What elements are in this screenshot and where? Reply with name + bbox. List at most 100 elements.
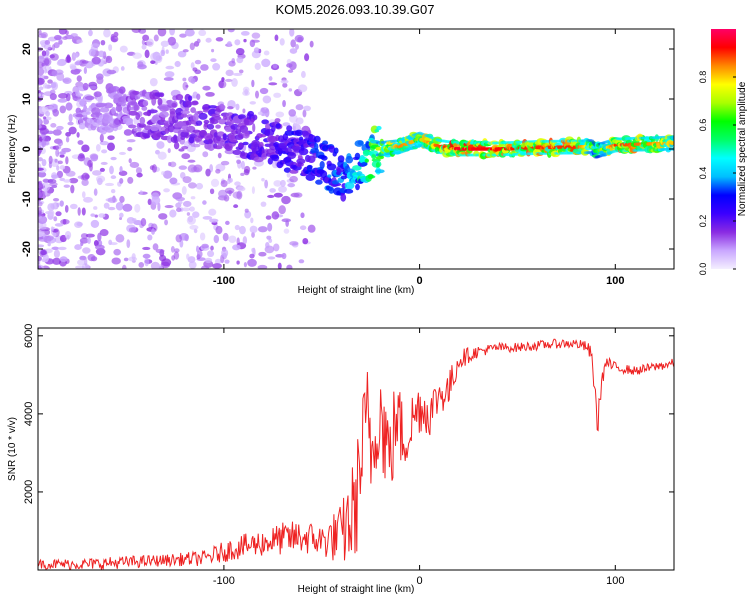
spectrogram-noise-cell — [227, 29, 235, 33]
spectrogram-noise-cell — [81, 191, 86, 199]
spectrogram-noise-cell — [280, 179, 286, 187]
spectrogram-noise-cell — [218, 189, 228, 198]
colorbar-tick-label: 0.6 — [698, 119, 708, 132]
spectrogram-noise-cell — [93, 188, 98, 196]
spectrogram-noise-cell — [225, 69, 234, 77]
spectrogram-ridge-cell — [203, 119, 210, 124]
spectrogram-noise-cell — [258, 251, 267, 257]
spectrogram-noise-cell — [196, 93, 201, 100]
spectrogram-noise-cell — [57, 98, 68, 103]
spectrogram-noise-cell — [181, 153, 191, 160]
spectrogram-noise-cell — [81, 207, 86, 216]
spectrogram-noise-cell — [95, 248, 106, 256]
spectrogram-noise-cell — [236, 186, 246, 192]
spectrogram-noise-cell — [59, 200, 64, 207]
spectrogram-noise-cell — [205, 91, 215, 97]
spectrogram-x-tick-label: 100 — [606, 275, 624, 287]
spectrogram-noise-cell — [218, 80, 227, 89]
spectrogram-noise-cell — [41, 50, 47, 57]
spectrogram-noise-cell — [236, 56, 244, 64]
spectrogram-noise-cell — [103, 202, 110, 209]
spectrogram-noise-cell — [179, 33, 187, 38]
spectrogram-noise-cell — [190, 62, 195, 69]
spectrogram-noise-cell — [302, 238, 309, 245]
spectrogram-noise-cell — [59, 256, 68, 263]
spectrogram-y-tick-label: 0 — [21, 146, 33, 152]
spectrogram-noise-cell — [128, 158, 132, 164]
spectrogram-noise-cell — [38, 157, 43, 162]
spectrogram-core-cell — [671, 141, 674, 145]
spectrogram-noise-cell — [80, 241, 84, 247]
spectrogram-noise-cell — [56, 202, 60, 208]
spectrogram-noise-cell — [247, 258, 257, 267]
spectrogram-noise-cell — [38, 167, 44, 171]
spectrogram-ridge-cell — [159, 111, 169, 118]
spectrogram-noise-cell — [85, 233, 95, 238]
spectrogram-noise-cell — [133, 104, 140, 111]
spectrogram-noise-cell — [38, 201, 43, 207]
spectrogram-noise-cell — [209, 188, 215, 195]
spectrogram-noise-cell — [141, 106, 148, 111]
spectrogram-noise-cell — [288, 88, 293, 92]
spectrogram-noise-cell — [190, 107, 197, 114]
spectrogram-noise-cell — [242, 236, 248, 245]
spectrogram-noise-cell — [199, 232, 206, 241]
spectrogram-noise-cell — [279, 38, 285, 46]
spectrogram-noise-cell — [274, 34, 279, 42]
spectrogram-noise-cell — [138, 191, 148, 195]
spectrogram-ridge-cell — [180, 113, 188, 118]
spectrogram-noise-cell — [187, 164, 197, 173]
spectrogram-ridge-cell — [229, 138, 238, 143]
spectrogram-noise-cell — [190, 78, 196, 84]
spectrogram-noise-cell — [107, 135, 115, 141]
spectrogram-ridge-cell — [275, 123, 281, 129]
spectrogram-ridge-cell — [157, 97, 163, 106]
spectrogram-noise-cell — [212, 63, 221, 71]
spectrogram-noise-cell — [95, 143, 101, 152]
spectrogram-ridge-cell — [184, 100, 192, 108]
spectrogram-noise-cell — [74, 221, 83, 228]
spectrogram-noise-cell — [282, 99, 286, 108]
spectrogram-noise-cell — [269, 188, 276, 193]
snr-background — [38, 328, 674, 570]
spectrogram-noise-cell — [190, 196, 196, 200]
spectrogram-noise-cell — [240, 31, 250, 36]
snr-y-label: SNR (10 * v/v) — [7, 417, 18, 481]
spectrogram-ridge-cell — [209, 119, 219, 125]
spectrogram-noise-cell — [38, 231, 44, 238]
spectrogram-noise-cell — [59, 165, 66, 170]
spectrogram-noise-cell — [50, 123, 57, 128]
spectrogram-noise-cell — [123, 257, 129, 262]
spectrogram-noise-cell — [299, 225, 307, 231]
spectrogram-noise-cell — [144, 49, 150, 59]
spectrogram-noise-cell — [88, 48, 96, 57]
spectrogram-noise-cell — [73, 52, 79, 59]
spectrogram-noise-cell — [146, 38, 154, 47]
spectrogram-noise-cell — [51, 246, 59, 250]
spectrogram-ridge-cell — [218, 118, 227, 125]
spectrogram-noise-cell — [109, 165, 114, 175]
spectrogram-noise-cell — [202, 151, 209, 158]
spectrogram-noise-cell — [59, 234, 67, 243]
spectrogram-noise-cell — [222, 232, 229, 242]
spectrogram-noise-cell — [98, 213, 106, 218]
spectrogram-ridge-cell — [314, 143, 319, 151]
spectrogram-noise-cell — [213, 234, 220, 244]
spectrogram-noise-cell — [65, 30, 69, 36]
spectrogram-ridge-cell — [319, 161, 325, 169]
spectrogram-ridge-cell — [322, 140, 329, 146]
spectrogram-noise-cell — [136, 172, 143, 178]
spectrogram-noise-cell — [244, 208, 249, 213]
spectrogram-ridge-cell — [225, 120, 234, 126]
spectrogram-noise-cell — [226, 106, 234, 110]
spectrogram-noise-cell — [119, 166, 123, 173]
spectrogram-ridge-cell — [198, 112, 208, 120]
spectrogram-noise-cell — [266, 235, 272, 240]
spectrogram-ridge-cell — [118, 86, 126, 94]
spectrogram-ridge-cell — [123, 129, 133, 136]
spectrogram-noise-cell — [289, 48, 298, 54]
spectrogram-noise-cell — [188, 261, 197, 269]
spectrogram-noise-cell — [113, 248, 121, 256]
spectrogram-noise-cell — [52, 257, 62, 265]
spectrogram-noise-cell — [38, 265, 42, 269]
